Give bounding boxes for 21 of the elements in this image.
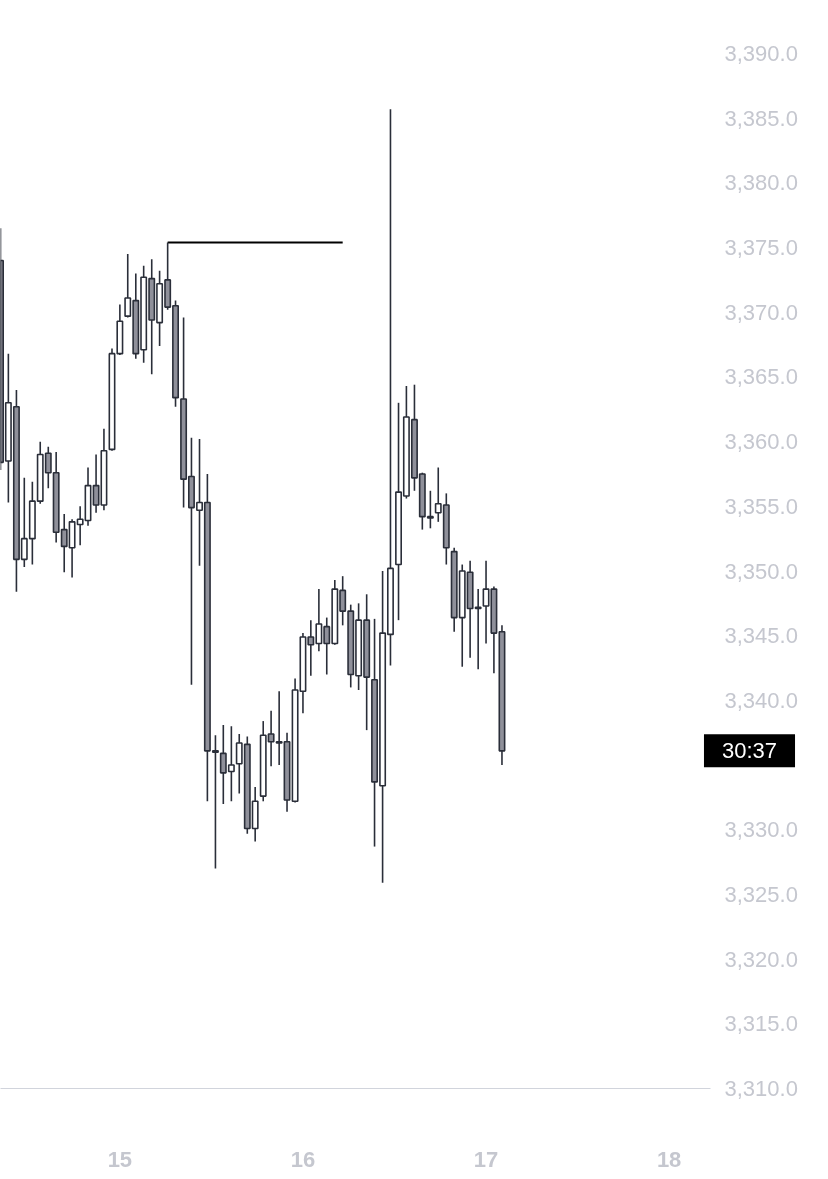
- y-tick-label: 3,360.0: [724, 429, 798, 455]
- y-tick-label: 3,350.0: [724, 558, 798, 584]
- y-tick-label: 3,325.0: [724, 881, 798, 907]
- y-tick-label: 3,355.0: [724, 493, 798, 519]
- y-tick-label: 3,390.0: [724, 41, 798, 66]
- x-tick-label: 16: [290, 1146, 316, 1172]
- y-tick-label: 3,375.0: [724, 235, 798, 261]
- x-tick-label: 18: [656, 1146, 682, 1172]
- y-tick-label: 3,310.0: [724, 1076, 798, 1101]
- y-tick-label: 3,380.0: [724, 170, 798, 196]
- y-tick-label: 3,320.0: [724, 946, 798, 972]
- y-tick-label: 3,385.0: [724, 105, 798, 131]
- text: 30:37: [721, 738, 778, 764]
- y-tick-label: 3,345.0: [724, 623, 798, 649]
- x-tick-label: 15: [107, 1146, 133, 1172]
- y-tick-label: 3,315.0: [724, 1011, 798, 1037]
- y-tick-label: 3,340.0: [724, 687, 798, 713]
- x-tick-label: 17: [473, 1146, 499, 1172]
- y-tick-label: 3,370.0: [724, 299, 798, 325]
- y-tick-label: 3,330.0: [724, 817, 798, 843]
- y-tick-label: 3,365.0: [724, 364, 798, 390]
